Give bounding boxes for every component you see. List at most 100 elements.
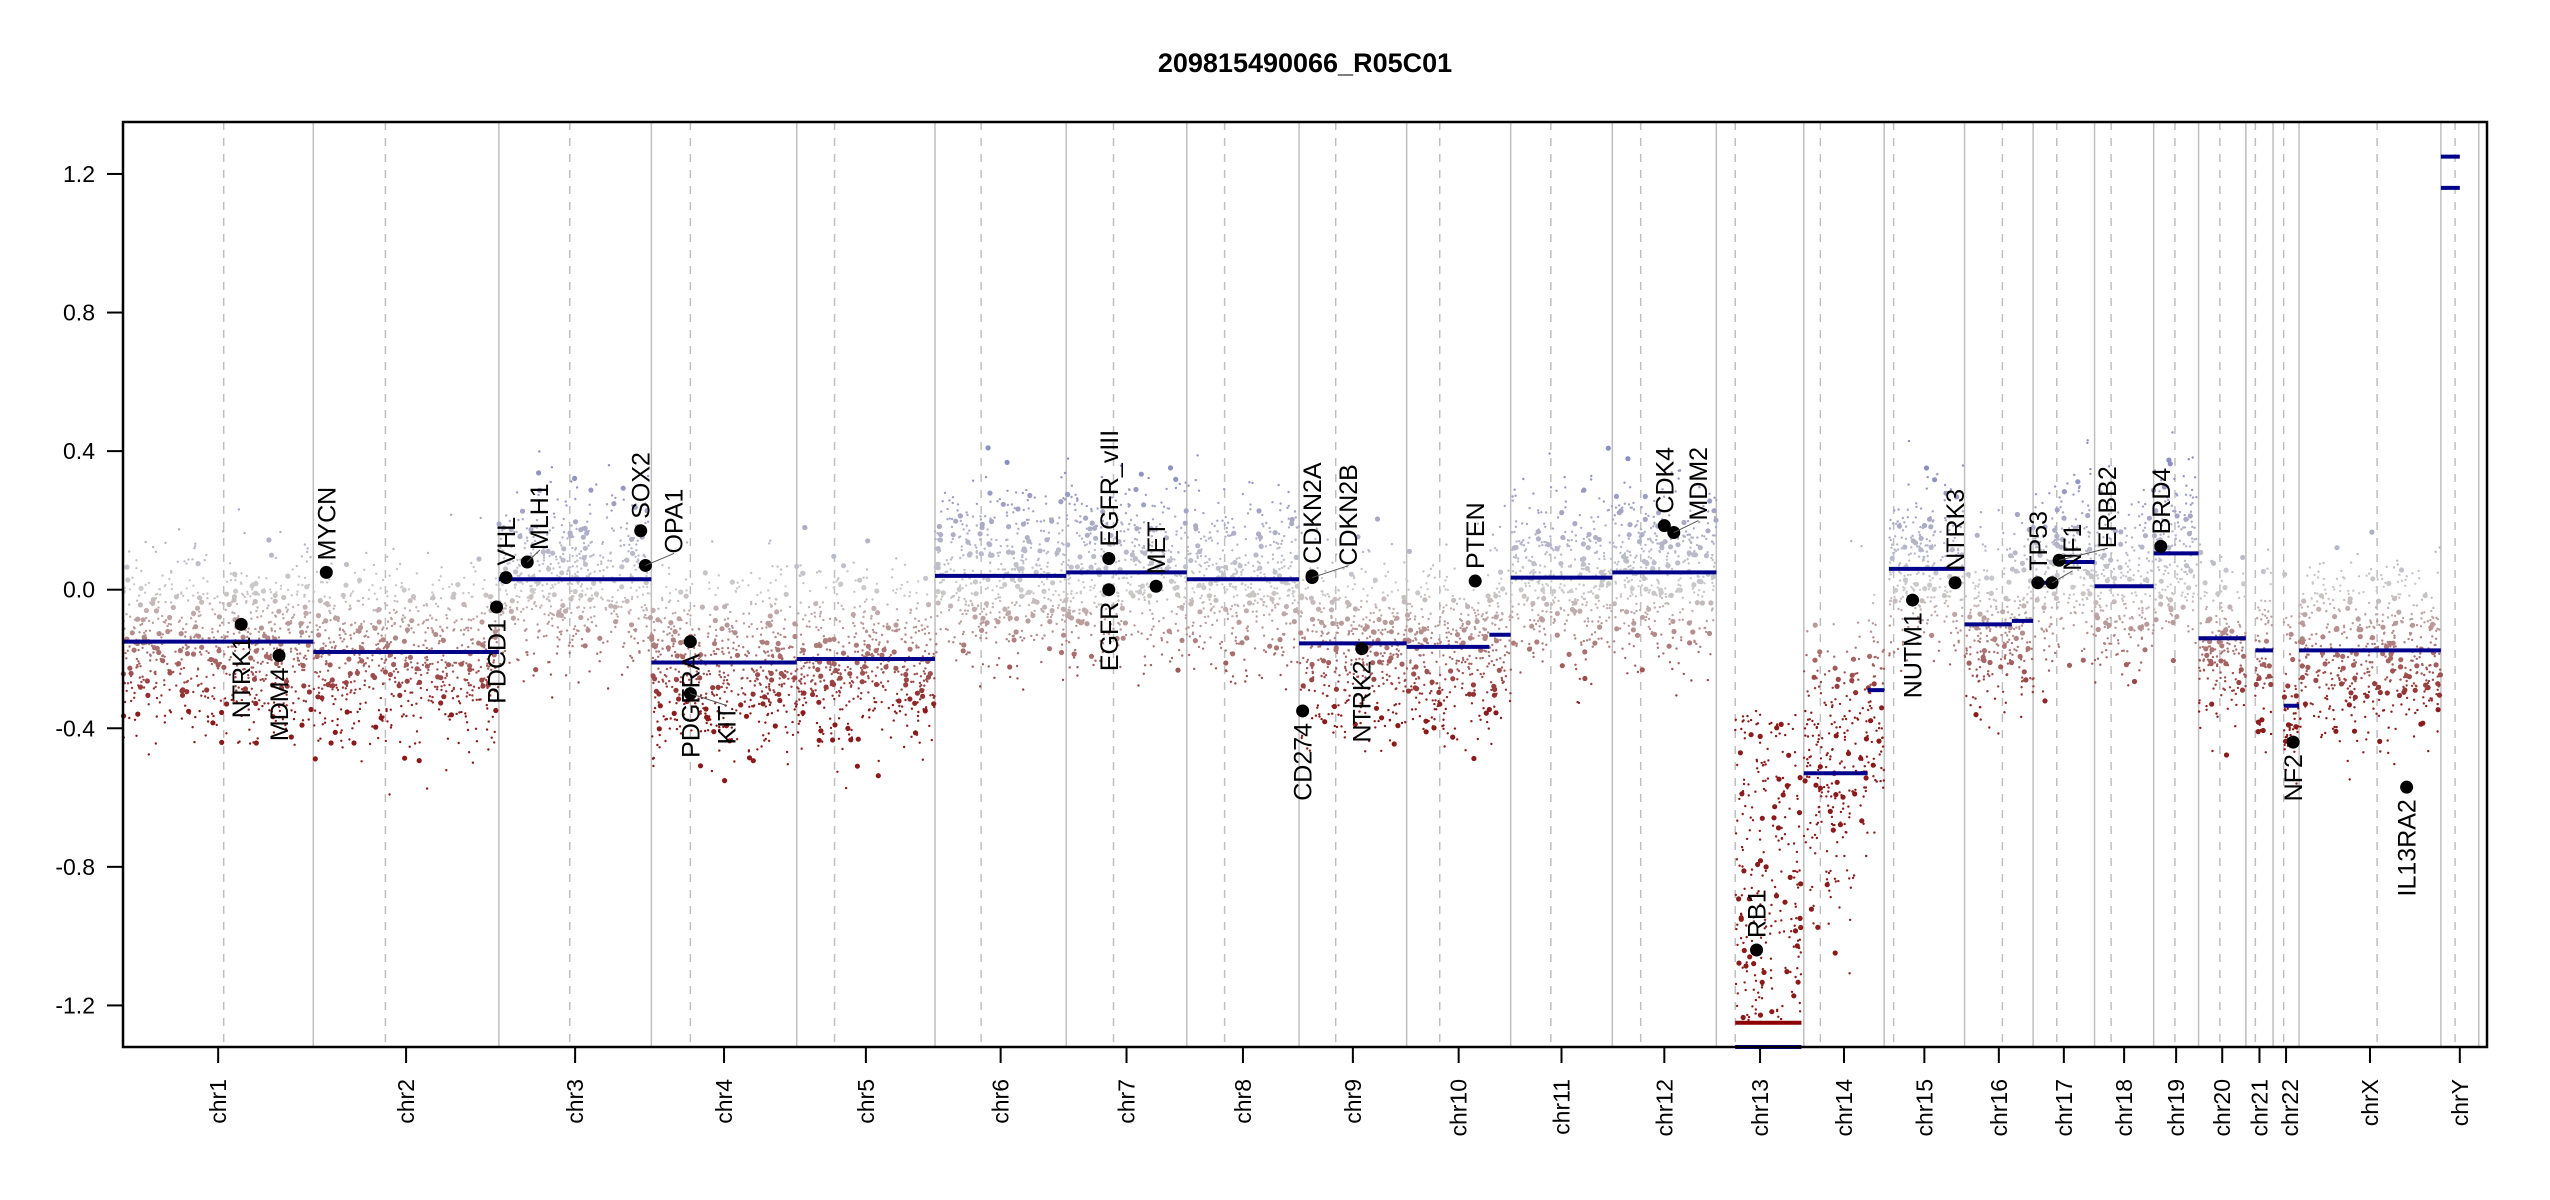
probe-point xyxy=(274,681,277,685)
probe-point xyxy=(768,687,771,691)
probe-point xyxy=(938,532,944,538)
probe-point xyxy=(1321,658,1327,664)
probe-point xyxy=(678,697,682,700)
probe-point xyxy=(1047,588,1051,591)
probe-point xyxy=(559,555,562,558)
probe-point xyxy=(599,651,602,654)
probe-point xyxy=(1344,616,1351,622)
probe-point xyxy=(254,670,258,674)
probe-point xyxy=(626,666,629,669)
probe-point xyxy=(628,543,631,546)
probe-point xyxy=(772,689,775,692)
probe-point xyxy=(1103,565,1109,571)
probe-point xyxy=(348,738,351,741)
probe-point xyxy=(455,582,461,588)
probe-point xyxy=(402,755,408,761)
probe-point xyxy=(216,614,222,620)
probe-point xyxy=(1124,492,1127,495)
probe-point xyxy=(572,535,575,538)
probe-point xyxy=(242,593,245,597)
probe-point xyxy=(679,676,683,679)
probe-point xyxy=(237,643,240,646)
probe-point xyxy=(130,699,133,703)
probe-point xyxy=(1431,699,1434,702)
probe-point xyxy=(857,577,863,583)
probe-point xyxy=(198,709,201,713)
probe-point xyxy=(673,650,677,654)
probe-point xyxy=(257,630,261,634)
probe-point xyxy=(584,530,590,536)
probe-point xyxy=(730,690,733,693)
probe-point xyxy=(505,514,508,517)
probe-point xyxy=(1426,626,1430,629)
probe-point xyxy=(1065,514,1069,517)
probe-point xyxy=(800,673,803,676)
probe-point xyxy=(341,686,345,689)
probe-point xyxy=(808,620,811,623)
probe-point xyxy=(1293,581,1297,584)
probe-point xyxy=(1360,599,1363,603)
probe-point xyxy=(319,695,325,701)
probe-point xyxy=(1253,647,1257,650)
probe-point xyxy=(510,615,516,621)
probe-point xyxy=(363,568,366,571)
probe-point xyxy=(412,643,416,647)
probe-point xyxy=(424,631,427,634)
probe-point xyxy=(784,669,787,673)
probe-point xyxy=(246,592,249,596)
probe-point xyxy=(1346,585,1350,588)
probe-point xyxy=(410,703,414,707)
probe-point xyxy=(601,588,604,591)
probe-point xyxy=(1125,589,1128,592)
probe-point xyxy=(164,600,167,604)
probe-point xyxy=(142,678,145,681)
probe-point xyxy=(1289,521,1295,527)
probe-point xyxy=(247,673,250,677)
probe-point xyxy=(1062,628,1065,631)
probe-point xyxy=(357,624,364,631)
probe-point xyxy=(275,591,278,594)
probe-point xyxy=(1128,488,1131,492)
probe-point xyxy=(1299,593,1305,599)
probe-point xyxy=(808,589,812,593)
probe-point xyxy=(1396,612,1399,615)
probe-point xyxy=(1047,597,1050,601)
probe-point xyxy=(273,630,277,633)
probe-point xyxy=(321,555,325,558)
probe-point xyxy=(445,614,448,617)
probe-point xyxy=(341,746,344,749)
probe-point xyxy=(245,574,248,578)
probe-point xyxy=(1051,613,1054,616)
probe-point xyxy=(1062,560,1065,564)
probe-point xyxy=(1177,605,1180,609)
probe-point xyxy=(985,613,988,616)
probe-point xyxy=(1038,550,1041,553)
probe-point xyxy=(865,568,869,571)
probe-point xyxy=(486,707,489,710)
probe-point xyxy=(301,683,307,689)
probe-point xyxy=(260,615,263,618)
probe-point xyxy=(137,594,141,597)
probe-point xyxy=(1333,670,1337,673)
probe-point xyxy=(284,683,290,689)
probe-point xyxy=(293,743,296,746)
probe-point xyxy=(1046,577,1049,581)
probe-point xyxy=(1160,501,1163,504)
probe-point xyxy=(1202,582,1205,586)
probe-point xyxy=(929,694,932,697)
probe-point xyxy=(147,753,150,756)
probe-point xyxy=(229,578,233,582)
probe-point xyxy=(1277,603,1280,606)
probe-point xyxy=(1035,564,1039,567)
probe-point xyxy=(323,683,326,687)
probe-point xyxy=(254,580,258,584)
probe-point xyxy=(1013,603,1017,607)
probe-point xyxy=(556,498,559,501)
probe-point xyxy=(562,517,565,521)
probe-point xyxy=(642,609,645,612)
probe-point xyxy=(1204,539,1208,542)
probe-point xyxy=(485,703,488,707)
probe-point xyxy=(1377,719,1380,723)
probe-point xyxy=(678,693,681,696)
probe-point xyxy=(1298,632,1302,635)
